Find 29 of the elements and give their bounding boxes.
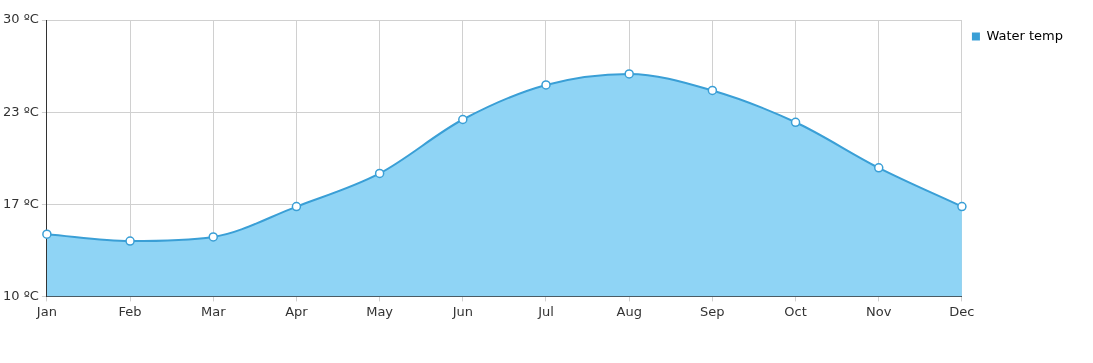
point	[42, 229, 52, 239]
x-tick-label: Dec	[949, 303, 975, 319]
point	[125, 236, 135, 246]
x-tick-label: Jan	[35, 303, 57, 319]
x-tick-label: Feb	[118, 303, 142, 319]
x-tick-label: Apr	[285, 303, 309, 319]
y-tick-label: 17 ºC	[2, 195, 39, 211]
x-tick-label: Jul	[537, 303, 554, 319]
x-tick-label: Nov	[866, 303, 892, 319]
point	[291, 201, 302, 212]
legend-label: Water temp	[986, 27, 1064, 43]
x-tick-label: Jun	[451, 303, 473, 319]
y-tick-label: 23 ºC	[2, 103, 39, 119]
x-tick-label: Aug	[616, 303, 642, 319]
y-tick-label: 30 ºC	[2, 11, 39, 27]
point	[541, 80, 551, 90]
x-tick-label: Mar	[200, 303, 227, 319]
point	[458, 114, 468, 125]
point	[957, 201, 967, 212]
point	[873, 163, 884, 173]
x-tick-label: May	[366, 303, 394, 319]
point	[208, 232, 218, 242]
point	[707, 85, 718, 96]
point	[374, 168, 385, 179]
x-tick-label: Oct	[784, 303, 807, 319]
y-tick-label: 10 ºC	[2, 287, 39, 303]
point	[624, 69, 634, 79]
x-tick-label: Sep	[700, 303, 725, 319]
point	[790, 117, 801, 128]
